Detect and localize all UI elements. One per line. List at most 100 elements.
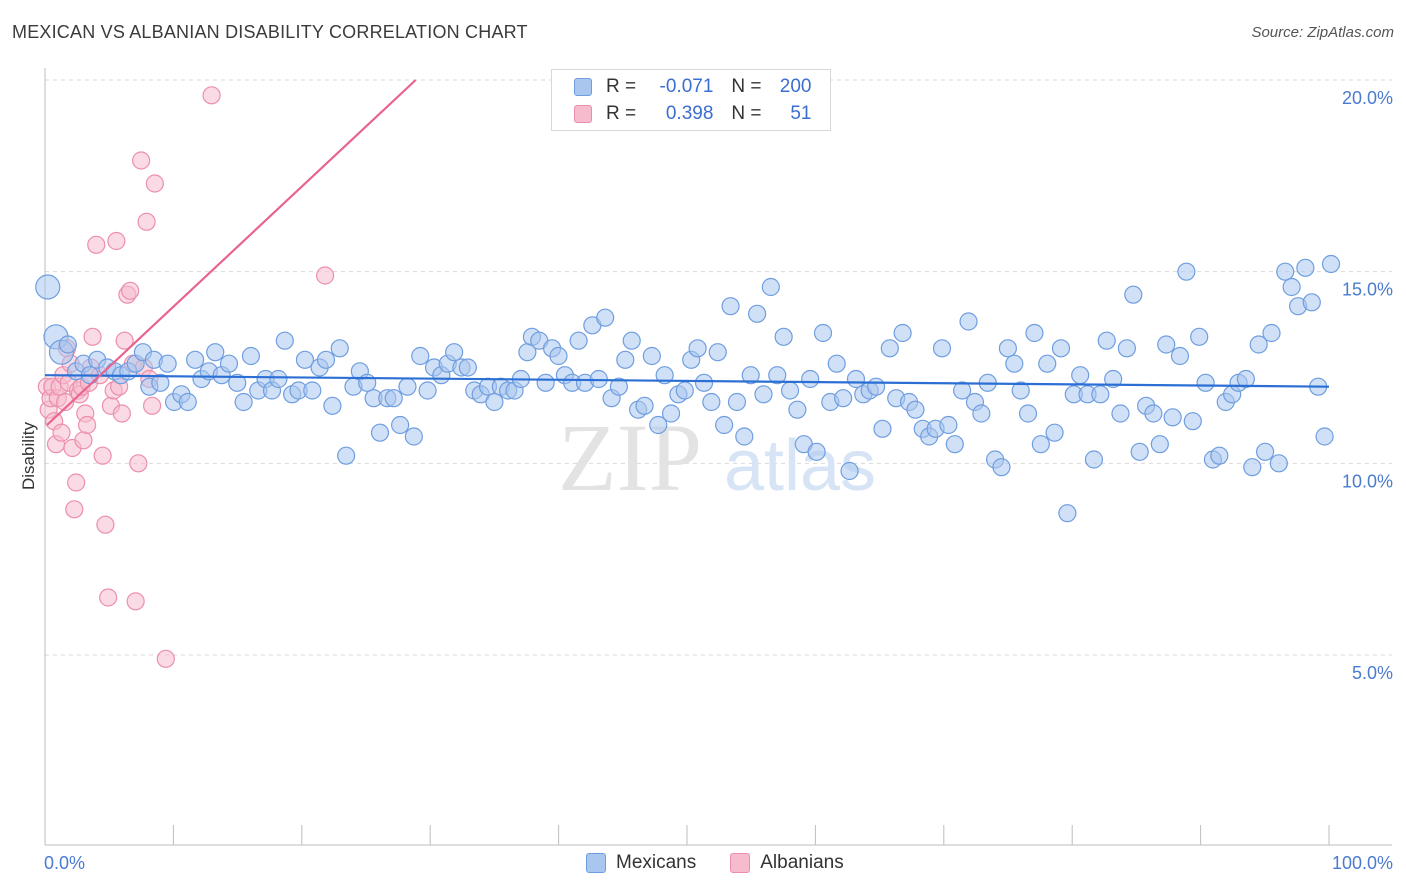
mexicans-point — [241, 346, 261, 366]
mexicans-point — [827, 354, 846, 373]
mexicans-point — [1170, 346, 1190, 366]
mexicans-point — [1196, 373, 1215, 392]
mexicans-point — [58, 335, 77, 354]
mexicans-point — [846, 369, 866, 389]
mexicans-point — [1071, 366, 1090, 385]
mexicans-point — [1296, 258, 1315, 277]
legend-r-value: -0.071 — [659, 76, 714, 97]
mexicans-point — [151, 373, 170, 392]
mexicans-point — [932, 339, 952, 358]
mexicans-point — [178, 392, 197, 412]
mexicans-point — [906, 400, 925, 419]
mexicans-point — [880, 339, 899, 358]
mexicans-point — [404, 427, 423, 446]
mexicans-point — [1255, 442, 1275, 461]
watermark-zip: ZIP — [558, 404, 702, 511]
mexicans-point — [358, 373, 377, 392]
mexicans-point — [485, 392, 504, 412]
albanians-point — [112, 404, 131, 423]
axes — [44, 68, 1392, 846]
mexicans-point — [1144, 404, 1163, 423]
mexicans-point — [1104, 369, 1123, 389]
mexicans-point — [1117, 339, 1136, 358]
albanians-point — [132, 151, 151, 170]
mexicans-point — [536, 373, 555, 392]
mexicans-point — [269, 369, 288, 389]
mexicans-point — [549, 346, 568, 366]
albanians-point — [129, 454, 148, 473]
mexicans-point — [873, 419, 892, 438]
albanians-point — [107, 231, 126, 251]
mexicans-trend-line — [44, 374, 1330, 388]
mexicans-point — [1269, 454, 1288, 473]
mexicans-point — [398, 377, 417, 396]
mexicans-point — [866, 377, 886, 396]
albanians-point — [93, 446, 112, 465]
mexicans-point — [1005, 354, 1024, 373]
mexicans-point — [774, 327, 793, 346]
mexicans-point — [635, 396, 654, 415]
albanians-point — [65, 500, 84, 519]
mexicans-point — [1183, 412, 1202, 431]
mexicans-point — [1031, 435, 1050, 454]
albanians-point — [126, 592, 145, 611]
y-tick-label: 15.0% — [1342, 280, 1393, 300]
mexicans-point — [953, 381, 972, 400]
albanians-legend-swatch — [730, 853, 751, 873]
mexicans-point — [642, 346, 661, 366]
mexicans-point — [893, 323, 912, 343]
mexicans-point — [708, 343, 727, 362]
mexicans-point — [418, 381, 437, 400]
legend-item-albanians: Albanians — [730, 852, 844, 874]
mexicans-point — [445, 343, 464, 362]
albanians-point — [52, 423, 71, 442]
mexicans-point — [206, 343, 225, 362]
mexicans-point — [158, 354, 177, 373]
correlation-legend: R = -0.071 N = 200 R = 0.398 N = 51 — [551, 69, 831, 131]
mexicans-point — [1210, 446, 1229, 465]
albanians-point — [145, 174, 164, 193]
mexicans-point — [761, 277, 780, 297]
mexicans-point — [702, 392, 721, 412]
legend-r-label: R = — [606, 76, 637, 97]
albanians-point — [67, 473, 86, 492]
grid — [45, 79, 1392, 656]
albanians-point — [121, 281, 140, 300]
mexicans-point — [1321, 254, 1341, 274]
albanians-point — [156, 649, 175, 668]
mexicans-point — [768, 366, 787, 385]
mexicans-point — [228, 373, 247, 392]
albanians-point — [99, 588, 118, 607]
albanians-point — [56, 392, 75, 412]
albanians-point — [137, 212, 156, 231]
trend-lines — [44, 79, 1330, 426]
mexicans-point — [1315, 427, 1334, 446]
mexicans-point — [1045, 423, 1064, 442]
mexicans-point — [1097, 331, 1116, 350]
mexicans-point — [1084, 450, 1104, 469]
mexicans-point — [649, 415, 668, 435]
series-legend: Mexicans Albanians — [586, 852, 878, 874]
albanians-point — [315, 266, 335, 285]
mexicans-point — [1018, 404, 1038, 423]
mexicans-point — [569, 331, 588, 350]
mexicans-point — [219, 354, 239, 373]
x-tick-label: 0.0% — [44, 853, 85, 873]
mexicans-point — [992, 458, 1011, 477]
mexicans-point — [316, 350, 336, 369]
mexicans-point — [384, 389, 403, 408]
mexicans-point — [370, 423, 390, 442]
mexicans-point — [303, 381, 322, 400]
mexicans-point — [337, 446, 356, 465]
mexicans-point — [939, 415, 958, 435]
mexicans-point — [1262, 323, 1281, 343]
mexicans-point — [748, 304, 767, 323]
mexicans-point — [998, 339, 1017, 358]
albanians-point — [142, 396, 162, 415]
mexicans-point — [688, 339, 707, 358]
mexicans-point — [1130, 442, 1149, 461]
mexicans-point — [788, 400, 807, 419]
mexicans-point — [323, 396, 342, 415]
mexicans-point — [1163, 408, 1182, 427]
